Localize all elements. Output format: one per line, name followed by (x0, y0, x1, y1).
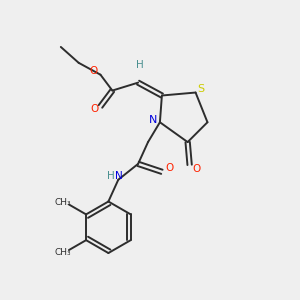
Text: H: H (136, 60, 144, 70)
Text: O: O (90, 104, 99, 114)
Text: O: O (166, 163, 174, 173)
Text: CH₃: CH₃ (55, 198, 71, 207)
Text: N: N (116, 171, 123, 181)
Text: CH₃: CH₃ (55, 248, 71, 256)
Text: O: O (192, 164, 201, 174)
Text: N: N (149, 115, 157, 125)
Text: H: H (107, 171, 115, 181)
Text: O: O (89, 66, 98, 76)
Text: S: S (197, 84, 204, 94)
